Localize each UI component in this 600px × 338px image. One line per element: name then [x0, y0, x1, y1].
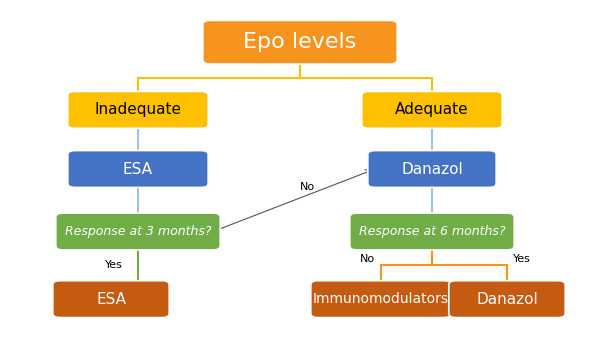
Text: Danazol: Danazol [401, 162, 463, 176]
FancyBboxPatch shape [68, 91, 208, 128]
FancyBboxPatch shape [203, 21, 397, 64]
Text: Yes: Yes [513, 254, 531, 264]
FancyBboxPatch shape [350, 213, 514, 250]
FancyBboxPatch shape [368, 151, 496, 187]
FancyBboxPatch shape [362, 91, 502, 128]
Text: ESA: ESA [123, 162, 153, 176]
Text: Response at 3 months?: Response at 3 months? [65, 225, 211, 238]
FancyBboxPatch shape [56, 213, 220, 250]
Text: No: No [300, 182, 315, 192]
FancyBboxPatch shape [449, 281, 565, 318]
Text: Yes: Yes [105, 260, 123, 270]
Text: ESA: ESA [96, 292, 126, 307]
FancyBboxPatch shape [53, 281, 169, 318]
Text: Adequate: Adequate [395, 102, 469, 117]
Text: Inadequate: Inadequate [95, 102, 182, 117]
Text: Immunomodulators: Immunomodulators [313, 292, 449, 306]
FancyBboxPatch shape [311, 281, 451, 318]
Text: Response at 6 months?: Response at 6 months? [359, 225, 505, 238]
Text: No: No [360, 254, 375, 264]
Text: Danazol: Danazol [476, 292, 538, 307]
Text: Epo levels: Epo levels [244, 32, 356, 52]
FancyBboxPatch shape [68, 151, 208, 187]
